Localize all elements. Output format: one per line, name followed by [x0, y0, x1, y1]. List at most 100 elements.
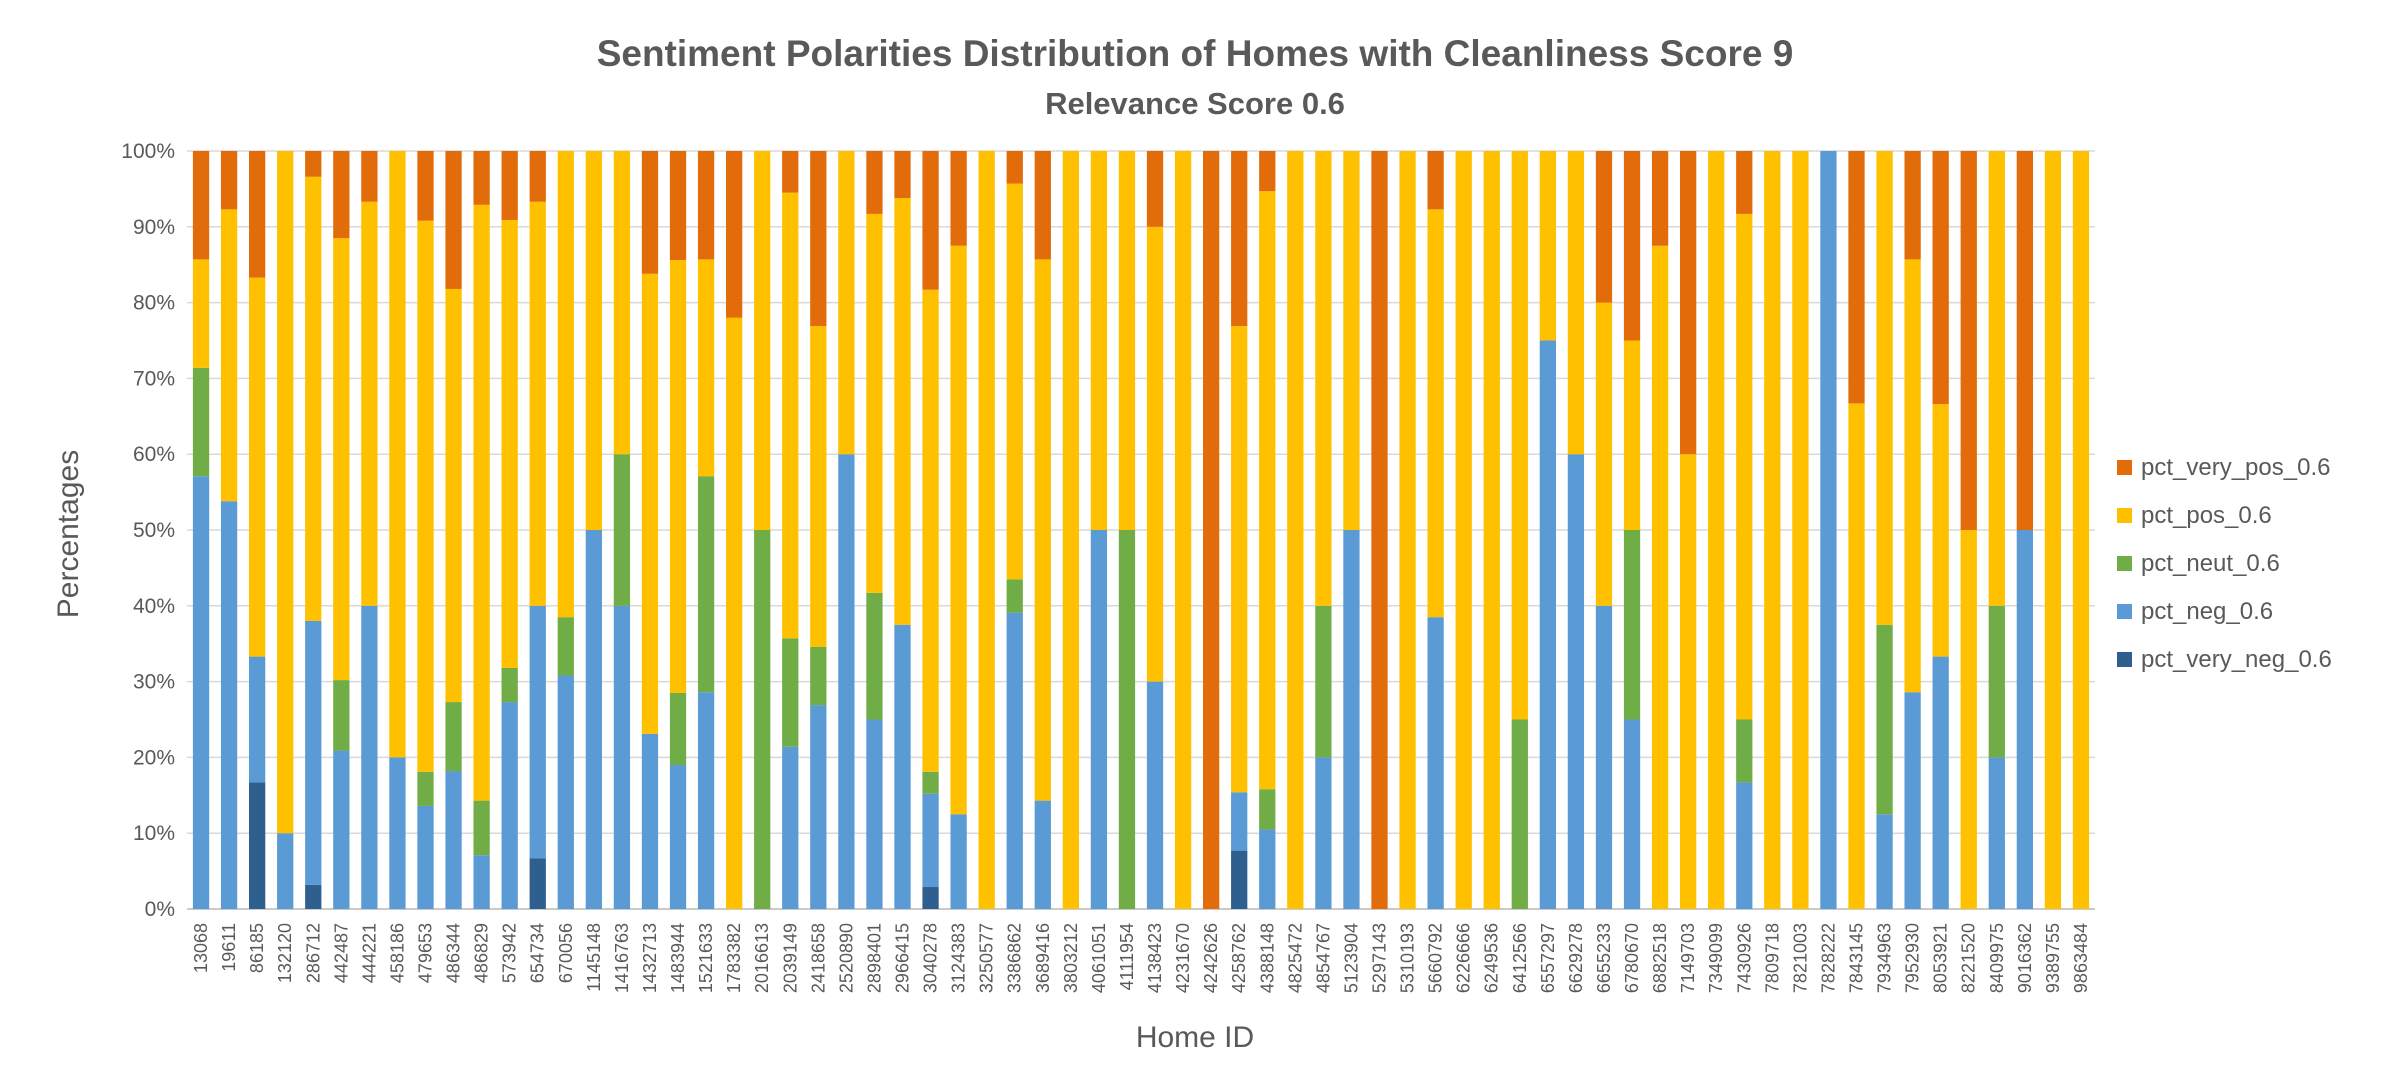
bar-segment-pct-very-pos-0-6 [1034, 151, 1051, 260]
bar-segment-pct-very-neg-0-6 [305, 884, 322, 909]
bar-segment-pct-very-pos-0-6 [445, 151, 462, 289]
bar-segment-pct-neut-0-6 [810, 646, 827, 706]
bar-segment-pct-neg-0-6 [1820, 151, 1837, 909]
bar-segment-pct-neg-0-6 [1231, 792, 1248, 851]
y-tick-label: 0% [145, 898, 175, 921]
bar-segment-pct-neut-0-6 [333, 680, 350, 751]
bar-segment-pct-pos-0-6 [585, 151, 602, 530]
bar-segment-pct-neg-0-6 [613, 605, 631, 909]
x-tick-label: 486829 [472, 923, 492, 983]
legend-swatch [2117, 460, 2132, 475]
y-tick-label: 100% [121, 140, 175, 163]
bar-segment-pct-pos-0-6 [669, 260, 687, 693]
bar-segment-pct-neg-0-6 [1904, 692, 1921, 909]
bar-segment-pct-pos-0-6 [782, 192, 799, 639]
bar-segment-pct-very-pos-0-6 [1848, 151, 1865, 404]
bar-segment-pct-pos-0-6 [1651, 245, 1669, 909]
bar-segment-pct-pos-0-6 [1708, 151, 1725, 909]
bar-segment-pct-pos-0-6 [1988, 151, 2005, 606]
bar-segment-pct-neut-0-6 [1511, 719, 1528, 909]
bar-segment-pct-neut-0-6 [1736, 719, 1753, 783]
x-tick-label: 7843145 [1847, 923, 1867, 993]
bar-segment-pct-pos-0-6 [333, 238, 350, 681]
bar-segment-pct-neg-0-6 [1427, 617, 1444, 909]
bar-segment-pct-neut-0-6 [1315, 605, 1332, 758]
bar-segment-pct-neut-0-6 [697, 476, 715, 693]
x-tick-label: 654734 [528, 923, 548, 983]
bar-segment-pct-pos-0-6 [1595, 302, 1613, 606]
bar-segment-pct-very-pos-0-6 [1651, 151, 1669, 246]
bar-segment-pct-very-pos-0-6 [641, 151, 659, 274]
bar-segment-pct-pos-0-6 [473, 204, 490, 801]
bar-segment-pct-pos-0-6 [1343, 151, 1360, 530]
bar-segment-pct-pos-0-6 [1090, 151, 1108, 530]
x-tick-label: 2418658 [808, 923, 828, 993]
bar-segment-pct-neut-0-6 [1006, 579, 1023, 613]
bar-segment-pct-pos-0-6 [838, 151, 855, 455]
bar-segment-pct-very-neg-0-6 [1231, 850, 1248, 909]
bar-segment-pct-very-pos-0-6 [529, 151, 546, 202]
bar-segment-pct-neg-0-6 [1876, 814, 1893, 909]
x-tick-label: 7828222 [1818, 923, 1838, 993]
bar-segment-pct-pos-0-6 [754, 151, 771, 530]
bar-segment-pct-very-pos-0-6 [473, 151, 490, 205]
bar-segment-pct-very-pos-0-6 [697, 151, 715, 260]
x-tick-label: 6629278 [1566, 923, 1586, 993]
x-tick-label: 1521633 [696, 923, 716, 993]
bar-segment-pct-very-pos-0-6 [950, 151, 967, 246]
bar-segment-pct-pos-0-6 [1792, 151, 1809, 909]
x-tick-label: 6882518 [1650, 923, 1670, 993]
chart-subtitle: Relevance Score 0.6 [1045, 86, 1345, 121]
bar-segment-pct-very-neg-0-6 [922, 887, 939, 909]
bar-segment-pct-pos-0-6 [1623, 340, 1641, 530]
bar-segment-pct-neg-0-6 [641, 733, 659, 909]
bar-segment-pct-very-pos-0-6 [305, 151, 322, 177]
bar-segment-pct-pos-0-6 [1287, 151, 1304, 909]
bar-segment-pct-neg-0-6 [782, 746, 799, 909]
bar-segment-pct-very-pos-0-6 [361, 151, 378, 202]
bar-segment-pct-pos-0-6 [1680, 454, 1697, 909]
bar-segment-pct-neg-0-6 [585, 530, 602, 909]
x-tick-label: 5660792 [1426, 923, 1446, 993]
x-tick-label: 4258762 [1229, 923, 1249, 993]
bar-segment-pct-pos-0-6 [697, 259, 715, 477]
bar-segment-pct-very-pos-0-6 [192, 151, 210, 260]
x-tick-label: 6780670 [1622, 923, 1642, 993]
bar-segment-pct-neg-0-6 [473, 855, 490, 909]
bar-segment-pct-neg-0-6 [1146, 681, 1164, 909]
x-tick-label: 4825472 [1285, 923, 1305, 993]
y-tick-label: 10% [133, 822, 175, 845]
bar-segment-pct-neg-0-6 [838, 454, 855, 909]
legend-swatch [2117, 652, 2132, 667]
x-tick-label: 8221520 [1959, 923, 1979, 993]
x-tick-label: 4854767 [1313, 923, 1333, 993]
x-tick-label: 5123904 [1341, 923, 1361, 993]
bar-segment-pct-neut-0-6 [1623, 530, 1641, 720]
bar-segment-pct-pos-0-6 [641, 273, 659, 734]
bar-segment-pct-pos-0-6 [1427, 209, 1444, 618]
x-tick-label: 2520890 [836, 923, 856, 993]
bar-segment-pct-very-neg-0-6 [249, 782, 266, 909]
x-tick-label: 458186 [387, 923, 407, 983]
x-tick-label: 7349099 [1706, 923, 1726, 993]
x-tick-label: 1416763 [612, 923, 632, 993]
x-tick-label: 3386862 [1005, 923, 1025, 993]
x-tick-label: 4231670 [1173, 923, 1193, 993]
x-tick-label: 479653 [416, 923, 436, 983]
bar-segment-pct-very-neg-0-6 [529, 858, 546, 909]
x-tick-label: 7430926 [1734, 923, 1754, 993]
bar-segment-pct-pos-0-6 [1960, 530, 1977, 909]
bar-segment-pct-neg-0-6 [669, 764, 687, 909]
bar-segment-pct-neut-0-6 [1876, 624, 1893, 815]
bar-segment-pct-very-pos-0-6 [1231, 151, 1248, 327]
x-tick-label: 86185 [247, 923, 267, 973]
x-tick-label: 4388148 [1257, 923, 1277, 993]
bar-segment-pct-very-pos-0-6 [1006, 151, 1023, 184]
x-tick-label: 6226666 [1454, 923, 1474, 993]
bar-segment-pct-very-pos-0-6 [2016, 151, 2033, 530]
bar-segment-pct-very-pos-0-6 [782, 151, 799, 193]
bar-segment-pct-neut-0-6 [501, 667, 518, 703]
bar-segment-pct-pos-0-6 [950, 245, 967, 815]
bar-segment-pct-very-pos-0-6 [669, 151, 687, 261]
bar-segment-pct-very-pos-0-6 [501, 151, 518, 220]
